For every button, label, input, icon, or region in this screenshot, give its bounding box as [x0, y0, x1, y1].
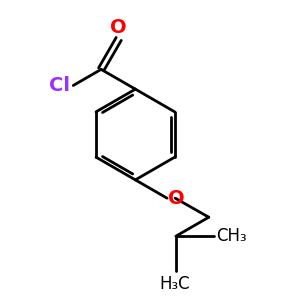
Text: CH₃: CH₃: [216, 227, 247, 245]
Text: O: O: [110, 18, 127, 37]
Text: H₃C: H₃C: [159, 275, 190, 293]
Text: Cl: Cl: [49, 76, 70, 95]
Text: O: O: [168, 189, 184, 208]
